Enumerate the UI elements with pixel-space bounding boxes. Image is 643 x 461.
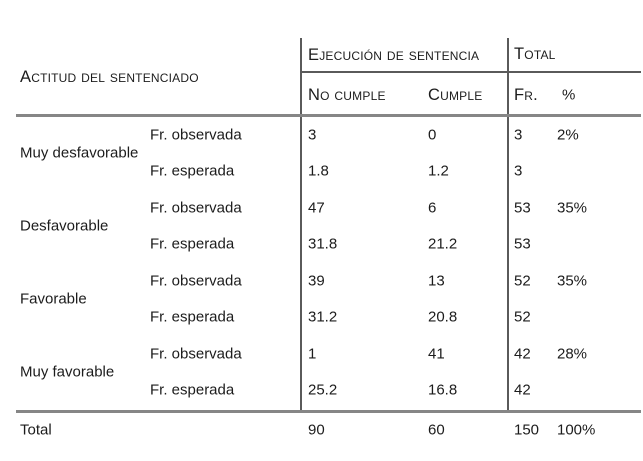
value-observed-cumple: 0 — [428, 126, 437, 144]
stat-label-expected: Fr. esperada — [150, 162, 235, 180]
value-observed-no-cumple: 1 — [308, 345, 317, 363]
subheader-pct: % — [562, 86, 576, 104]
value-observed-pct: 2% — [557, 126, 579, 144]
stat-label-observed: Fr. observada — [150, 199, 242, 217]
total-label: Total — [20, 421, 52, 439]
header-group-underline — [300, 71, 641, 73]
value-expected-no-cumple: 31.8 — [308, 235, 338, 253]
total-fr: 150 — [514, 421, 540, 439]
value-observed-pct: 35% — [557, 272, 588, 290]
subheader-fr: Fr. — [514, 85, 538, 104]
value-observed-no-cumple: 3 — [308, 126, 317, 144]
value-expected-fr: 42 — [514, 381, 531, 399]
stat-label-expected: Fr. esperada — [150, 381, 235, 399]
col-group-ejecucion: Ejecución de sentencia — [308, 45, 480, 64]
value-expected-cumple: 16.8 — [428, 381, 458, 399]
value-expected-cumple: 21.2 — [428, 235, 458, 253]
stat-label-observed: Fr. observada — [150, 126, 242, 144]
attitude-label: Muy desfavorable — [20, 144, 139, 162]
header-bottom-rule — [16, 114, 641, 117]
attitude-label: Favorable — [20, 290, 87, 308]
stat-label-observed: Fr. observada — [150, 272, 242, 290]
attitude-label: Desfavorable — [20, 217, 109, 235]
stat-label-observed: Fr. observada — [150, 345, 242, 363]
value-observed-cumple: 6 — [428, 199, 437, 217]
value-expected-fr: 53 — [514, 235, 531, 253]
value-observed-cumple: 41 — [428, 345, 445, 363]
value-expected-no-cumple: 1.8 — [308, 162, 329, 180]
value-expected-fr: 3 — [514, 162, 523, 180]
value-observed-fr: 3 — [514, 126, 523, 144]
subheader-no-cumple: No cumple — [308, 85, 386, 104]
value-observed-fr: 53 — [514, 199, 531, 217]
value-observed-fr: 52 — [514, 272, 531, 290]
value-expected-cumple: 1.2 — [428, 162, 449, 180]
value-observed-pct: 28% — [557, 345, 588, 363]
value-expected-fr: 52 — [514, 308, 531, 326]
value-observed-fr: 42 — [514, 345, 531, 363]
total-pct: 100% — [557, 421, 596, 439]
value-observed-no-cumple: 47 — [308, 199, 325, 217]
value-expected-no-cumple: 25.2 — [308, 381, 338, 399]
total-cumple: 60 — [428, 421, 445, 439]
col-group-total: Total — [514, 44, 556, 63]
column-divider-right — [507, 38, 509, 411]
value-observed-pct: 35% — [557, 199, 588, 217]
stat-label-expected: Fr. esperada — [150, 308, 235, 326]
attitude-label: Muy favorable — [20, 363, 115, 381]
total-top-rule — [16, 410, 641, 413]
col-header-actitud: Actitud del sentenciado — [20, 67, 199, 86]
value-expected-no-cumple: 31.2 — [308, 308, 338, 326]
subheader-cumple: Cumple — [428, 85, 483, 104]
total-no-cumple: 90 — [308, 421, 325, 439]
value-observed-no-cumple: 39 — [308, 272, 325, 290]
column-divider-left — [300, 38, 302, 411]
value-observed-cumple: 13 — [428, 272, 445, 290]
stat-label-expected: Fr. esperada — [150, 235, 235, 253]
value-expected-cumple: 20.8 — [428, 308, 458, 326]
